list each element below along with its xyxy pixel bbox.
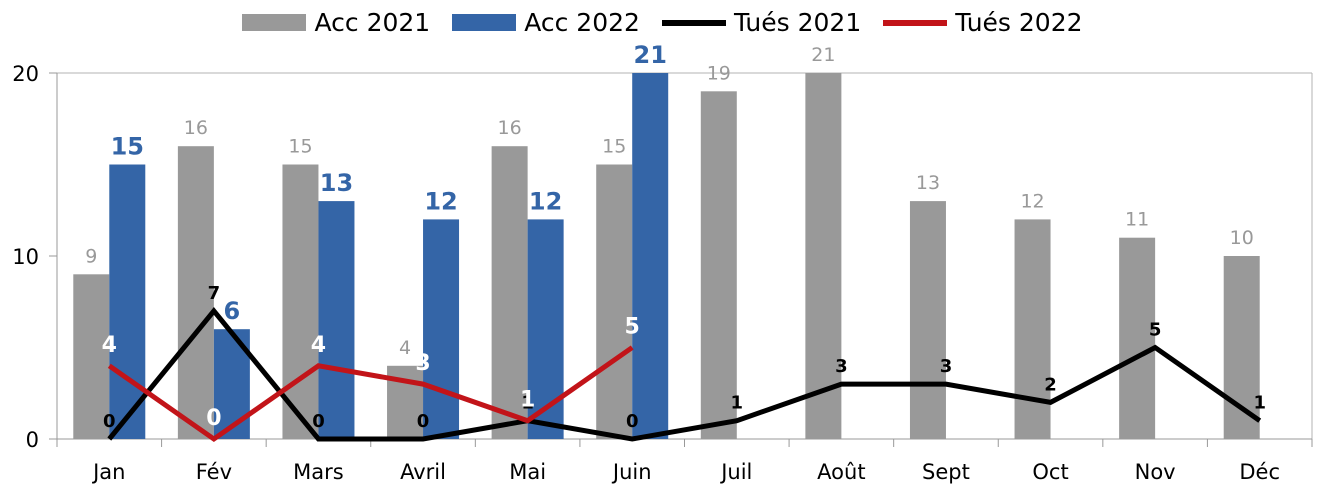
bar-data-label: 13 [320, 169, 353, 197]
bar-acc-2022 [109, 164, 146, 439]
bar-data-label: 21 [634, 41, 667, 69]
bar-data-label: 10 [1230, 227, 1254, 249]
line-data-label: 2 [1044, 374, 1057, 395]
legend-label-tues-2021: Tués 2021 [733, 8, 862, 37]
bar-acc-2021 [73, 274, 110, 439]
legend-label-tues-2022: Tués 2022 [955, 8, 1083, 37]
x-tick-label: Août [817, 460, 865, 484]
legend-label-acc-2021: Acc 2021 [314, 8, 431, 37]
x-tick-label: Déc [1239, 460, 1280, 484]
bar-data-label: 11 [1125, 209, 1149, 231]
line-data-label: 1 [1253, 393, 1266, 414]
bar-acc-2021 [805, 73, 842, 439]
line-data-label: 3 [415, 351, 430, 376]
bar-data-label: 12 [424, 187, 457, 215]
x-tick-label: Mai [509, 460, 546, 484]
line-data-label: 7 [208, 283, 221, 304]
bar-acc-2021 [700, 91, 737, 440]
bar-acc-2021 [1014, 219, 1051, 439]
legend-swatch-acc-2022 [452, 14, 517, 31]
bar-data-label: 15 [288, 136, 312, 158]
line-data-label: 0 [312, 411, 325, 432]
line-data-label: 0 [417, 411, 430, 432]
x-tick-label: Nov [1135, 460, 1176, 484]
bar-data-label: 13 [916, 172, 940, 194]
line-data-label: 1 [520, 388, 535, 413]
bar-acc-2021 [596, 164, 633, 439]
y-tick-label: 10 [12, 245, 39, 269]
bar-acc-2022 [632, 73, 669, 439]
x-tick-label: Sept [922, 460, 970, 484]
line-data-label: 3 [835, 356, 848, 377]
line-data-label: 0 [103, 411, 116, 432]
legend-item-acc-2021: Acc 2021 [242, 8, 430, 37]
x-tick-label: Jan [91, 460, 125, 484]
bar-data-label: 16 [498, 117, 522, 139]
line-data-label: 5 [1149, 320, 1162, 341]
line-data-label: 4 [311, 333, 326, 358]
series-line-tues-2021 [107, 306, 1262, 442]
line-data-label: 1 [731, 393, 744, 414]
bar-acc-2022 [423, 219, 460, 439]
bar-acc-2021 [177, 146, 214, 439]
x-tick-label: Juin [611, 460, 652, 484]
legend-label-acc-2022: Acc 2022 [524, 8, 640, 37]
x-tick-label: Oct [1032, 460, 1068, 484]
bar-acc-2022 [318, 201, 355, 439]
y-tick-label: 20 [12, 62, 39, 86]
bar-data-label: 15 [111, 133, 144, 161]
line-data-label: 0 [626, 411, 639, 432]
legend-swatch-tues-2021 [661, 19, 726, 26]
legend-item-tues-2022: Tués 2022 [883, 8, 1083, 37]
legend-item-tues-2021: Tués 2021 [661, 8, 862, 37]
bar-acc-2021 [1119, 237, 1156, 439]
line-data-label: 4 [102, 333, 117, 358]
x-tick-label: Avril [400, 460, 446, 484]
x-tick-label: Juil [719, 460, 752, 484]
line-data-label: 3 [940, 356, 953, 377]
bar-data-label: 6 [224, 297, 241, 325]
bar-data-label: 19 [707, 62, 731, 84]
bar-data-label: 12 [1020, 190, 1044, 212]
bar-data-label: 4 [399, 337, 411, 359]
line-data-label: 1 [521, 393, 534, 414]
legend-item-acc-2022: Acc 2022 [452, 8, 640, 37]
bar-acc-2021 [909, 201, 946, 439]
line-data-label: 5 [625, 315, 640, 340]
series-line-tues-2022 [107, 345, 634, 443]
bar-data-label: 16 [184, 117, 208, 139]
legend: Acc 2021 Acc 2022 Tués 2021 Tués 2022 [0, 8, 1325, 37]
legend-swatch-acc-2021 [242, 14, 307, 31]
bar-acc-2021 [282, 164, 319, 439]
bar-data-label: 9 [85, 245, 97, 267]
legend-swatch-tues-2022 [883, 19, 948, 26]
x-tick-label: Mars [293, 460, 344, 484]
bar-acc-2021 [491, 146, 528, 439]
bar-data-label: 15 [602, 136, 626, 158]
x-tick-label: Fév [196, 460, 232, 484]
y-tick-label: 0 [26, 428, 39, 452]
line-data-label: 0 [206, 406, 221, 431]
bar-data-label: 21 [811, 44, 835, 66]
bar-data-label: 12 [529, 187, 562, 215]
